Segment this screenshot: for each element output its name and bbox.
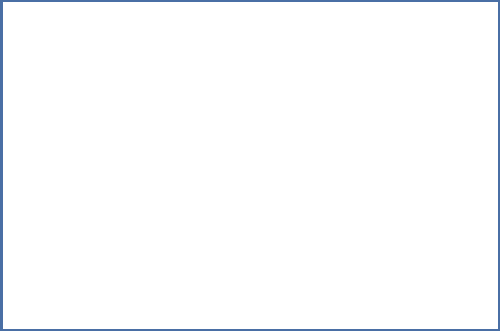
Text: (c): (c) xyxy=(14,305,34,318)
Text: (b): (b) xyxy=(262,142,282,155)
Text: (a): (a) xyxy=(14,142,35,155)
Text: (d): (d) xyxy=(262,305,282,318)
